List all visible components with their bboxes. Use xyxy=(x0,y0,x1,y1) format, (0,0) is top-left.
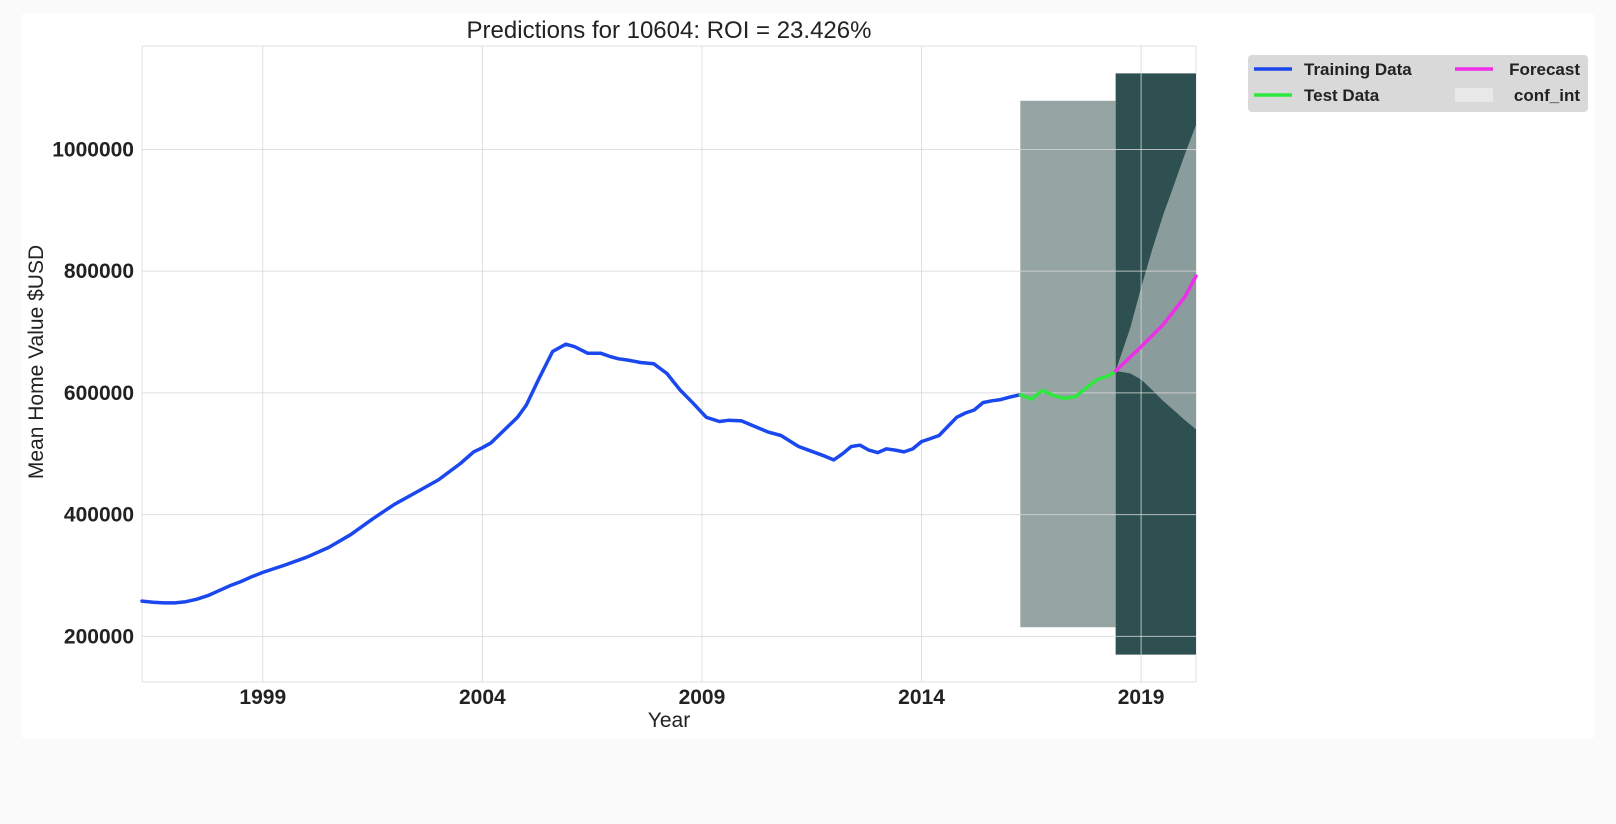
y-tick-label: 200000 xyxy=(64,625,134,648)
y-axis-title: Mean Home Value $USD xyxy=(25,245,48,479)
y-tick-label: 1000000 xyxy=(52,138,134,161)
shaded-region-1 xyxy=(1020,100,1116,628)
series-line-forecast xyxy=(1113,274,1198,373)
y-tick-label: 600000 xyxy=(64,382,134,405)
legend-label-test-data: Test Data xyxy=(1304,86,1380,105)
x-tick-label: 1999 xyxy=(239,686,286,709)
plot-area: 1999 2004 2009 2014 2019 200000 400000 600000 80… xyxy=(52,45,1198,709)
series-line-test-data xyxy=(1018,369,1118,401)
x-tick-label: 2019 xyxy=(1118,686,1165,709)
x-tick-label: 2014 xyxy=(898,686,945,709)
x-axis-title: Year xyxy=(648,709,690,732)
legend: Training Data Forecast Test Data conf_int xyxy=(1248,55,1588,112)
series-line-training-data xyxy=(140,342,1023,605)
chart-title: Predictions for 10604: ROI = 23.426% xyxy=(467,17,872,44)
legend-swatch-conf-int xyxy=(1455,88,1493,102)
y-tick-label: 800000 xyxy=(64,260,134,283)
x-tick-label: 2004 xyxy=(459,686,506,709)
legend-box xyxy=(1248,55,1588,112)
legend-label-conf-int: conf_int xyxy=(1514,86,1580,105)
y-tick-label: 400000 xyxy=(64,504,134,527)
legend-label-forecast: Forecast xyxy=(1509,60,1580,79)
x-tick-label: 2009 xyxy=(679,686,726,709)
legend-label-training-data: Training Data xyxy=(1304,60,1412,79)
